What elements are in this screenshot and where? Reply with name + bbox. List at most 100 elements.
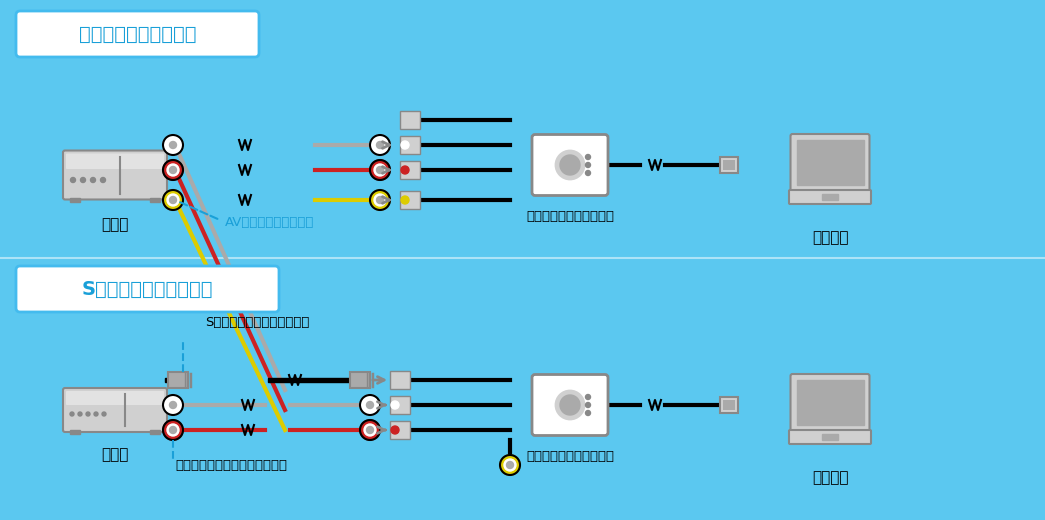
Circle shape bbox=[169, 141, 177, 149]
Text: ビデオ: ビデオ bbox=[101, 447, 129, 462]
Bar bbox=[796, 380, 863, 425]
Text: AVケーブル（別売り）: AVケーブル（別売り） bbox=[225, 215, 315, 228]
FancyBboxPatch shape bbox=[66, 153, 164, 169]
Circle shape bbox=[374, 139, 386, 151]
Bar bbox=[165, 378, 185, 382]
Circle shape bbox=[78, 412, 82, 416]
Circle shape bbox=[163, 135, 183, 155]
Circle shape bbox=[80, 177, 86, 183]
Circle shape bbox=[374, 164, 386, 176]
Text: Sビデオ出力と繋ぐ場合: Sビデオ出力と繋ぐ場合 bbox=[82, 280, 213, 298]
Circle shape bbox=[556, 151, 584, 179]
FancyBboxPatch shape bbox=[789, 190, 870, 204]
Bar bbox=[165, 427, 175, 433]
Circle shape bbox=[364, 399, 376, 411]
Bar bbox=[720, 157, 738, 173]
Bar bbox=[796, 140, 863, 185]
Circle shape bbox=[391, 401, 399, 409]
Bar bbox=[150, 430, 160, 434]
Bar bbox=[390, 371, 410, 389]
Circle shape bbox=[364, 424, 376, 436]
Circle shape bbox=[91, 177, 95, 183]
Circle shape bbox=[376, 141, 384, 149]
Bar bbox=[70, 430, 80, 434]
Circle shape bbox=[167, 424, 179, 436]
Text: Sビデオケーブル（別売り）: Sビデオケーブル（別売り） bbox=[205, 316, 309, 329]
Text: ビデオキャプチャー本体: ビデオキャプチャー本体 bbox=[526, 210, 614, 223]
Bar bbox=[70, 198, 80, 202]
Circle shape bbox=[585, 163, 590, 167]
Circle shape bbox=[169, 166, 177, 174]
FancyBboxPatch shape bbox=[532, 374, 608, 436]
Circle shape bbox=[370, 190, 390, 210]
Bar bbox=[400, 191, 420, 209]
Bar bbox=[400, 111, 420, 129]
Circle shape bbox=[370, 160, 390, 180]
Circle shape bbox=[70, 177, 75, 183]
Bar bbox=[165, 197, 175, 203]
FancyBboxPatch shape bbox=[532, 135, 608, 196]
Bar bbox=[723, 160, 735, 170]
Bar bbox=[822, 434, 838, 440]
FancyBboxPatch shape bbox=[16, 266, 279, 312]
Circle shape bbox=[102, 412, 106, 416]
FancyBboxPatch shape bbox=[63, 150, 167, 200]
Circle shape bbox=[500, 455, 520, 475]
Circle shape bbox=[401, 166, 409, 174]
Circle shape bbox=[585, 171, 590, 176]
Circle shape bbox=[167, 164, 179, 176]
Circle shape bbox=[359, 395, 380, 415]
Bar bbox=[268, 378, 353, 382]
Circle shape bbox=[86, 412, 90, 416]
Text: ビデオ: ビデオ bbox=[101, 217, 129, 232]
Circle shape bbox=[167, 399, 179, 411]
Circle shape bbox=[163, 190, 183, 210]
Bar bbox=[400, 161, 420, 179]
Text: ビデオ出力と繋ぐ場合: ビデオ出力と繋ぐ場合 bbox=[78, 24, 196, 44]
FancyBboxPatch shape bbox=[790, 134, 869, 193]
Circle shape bbox=[585, 154, 590, 160]
Circle shape bbox=[560, 155, 580, 175]
Circle shape bbox=[100, 177, 106, 183]
Circle shape bbox=[167, 194, 179, 206]
Circle shape bbox=[585, 395, 590, 399]
FancyBboxPatch shape bbox=[66, 391, 164, 405]
Circle shape bbox=[169, 426, 177, 434]
Bar bbox=[390, 396, 410, 414]
FancyBboxPatch shape bbox=[789, 430, 870, 444]
Circle shape bbox=[376, 197, 384, 203]
Circle shape bbox=[169, 401, 177, 409]
Circle shape bbox=[70, 412, 74, 416]
Circle shape bbox=[585, 410, 590, 415]
Circle shape bbox=[94, 412, 98, 416]
FancyBboxPatch shape bbox=[16, 11, 259, 57]
Circle shape bbox=[391, 426, 399, 434]
Bar bbox=[165, 167, 175, 173]
Bar bbox=[822, 194, 838, 200]
Text: パソコン: パソコン bbox=[812, 230, 849, 245]
FancyBboxPatch shape bbox=[790, 374, 869, 433]
Bar bbox=[720, 397, 738, 413]
Circle shape bbox=[169, 197, 177, 203]
Bar bbox=[165, 402, 175, 408]
Bar bbox=[390, 421, 410, 439]
Circle shape bbox=[367, 426, 373, 434]
Bar bbox=[400, 136, 420, 154]
Text: ビデオキャプチャー本体: ビデオキャプチャー本体 bbox=[526, 450, 614, 463]
Circle shape bbox=[507, 462, 513, 469]
Circle shape bbox=[401, 196, 409, 204]
Circle shape bbox=[376, 166, 384, 174]
Circle shape bbox=[556, 391, 584, 419]
Bar bbox=[350, 372, 370, 388]
Circle shape bbox=[167, 139, 179, 151]
Circle shape bbox=[504, 459, 516, 471]
Circle shape bbox=[163, 160, 183, 180]
Bar bbox=[168, 372, 188, 388]
Text: オーディオケーブル（別売り）: オーディオケーブル（別売り） bbox=[175, 459, 287, 472]
Bar bbox=[165, 142, 175, 148]
Circle shape bbox=[374, 194, 386, 206]
Bar bbox=[723, 400, 735, 410]
Circle shape bbox=[370, 135, 390, 155]
FancyBboxPatch shape bbox=[63, 388, 167, 432]
Circle shape bbox=[367, 401, 373, 409]
